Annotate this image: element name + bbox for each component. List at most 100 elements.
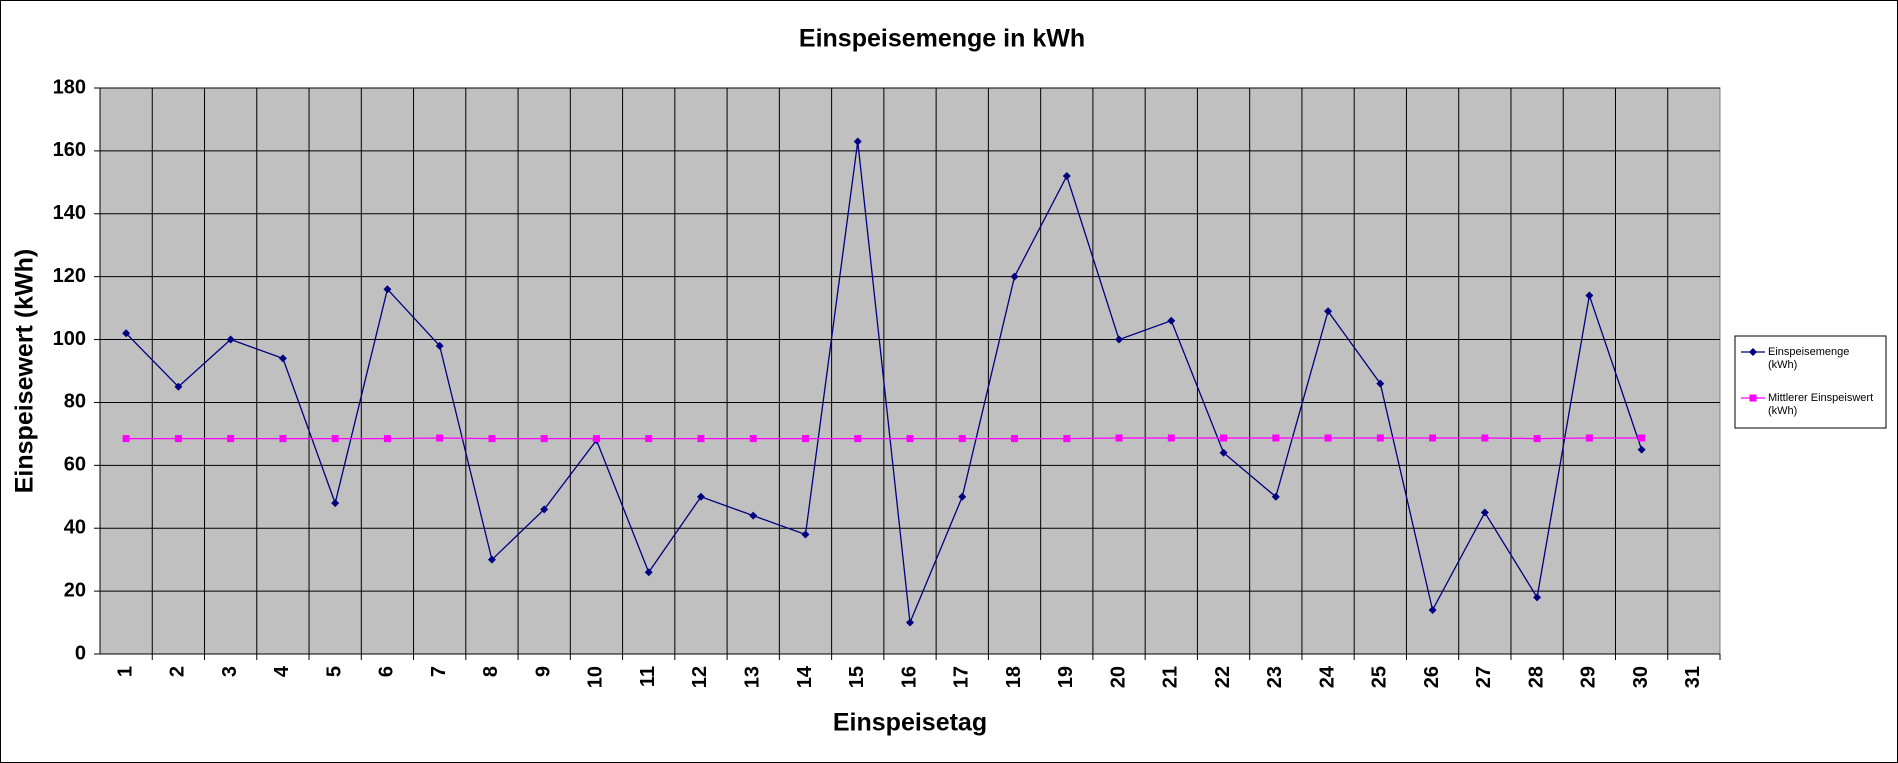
marker-diamond: [644, 568, 653, 577]
x-tick-label: 6: [376, 666, 398, 677]
marker-square: [540, 435, 548, 443]
x-tick-label: 30: [1630, 666, 1652, 688]
marker-square: [801, 435, 809, 443]
marker-square: [1272, 434, 1280, 442]
x-tick-label: 17: [951, 666, 973, 688]
marker-diamond: [278, 354, 287, 363]
marker-diamond: [1167, 316, 1176, 325]
marker-square: [279, 435, 287, 443]
x-tick-label: 3: [219, 666, 241, 677]
x-tick-label: 8: [480, 666, 502, 677]
y-tick-label: 80: [64, 391, 86, 413]
x-tick-label: 15: [846, 666, 868, 688]
marker-diamond: [1585, 291, 1594, 300]
marker-diamond: [853, 137, 862, 146]
x-axis-label: Einspeisetag: [833, 709, 987, 737]
x-tick-label: 20: [1107, 666, 1129, 688]
marker-diamond: [435, 341, 444, 350]
marker-square: [331, 435, 339, 443]
marker-square: [1749, 394, 1757, 402]
marker-diamond: [749, 511, 758, 520]
x-tick-label: 2: [167, 666, 189, 677]
marker-square: [122, 435, 130, 443]
marker-square: [1324, 434, 1332, 442]
marker-diamond: [801, 530, 810, 539]
marker-square: [958, 435, 966, 443]
marker-square: [906, 435, 914, 443]
marker-diamond: [1271, 492, 1280, 501]
marker-square: [697, 435, 705, 443]
marker-diamond: [226, 335, 235, 344]
y-tick-label: 20: [64, 579, 86, 601]
marker-square: [1011, 435, 1019, 443]
marker-diamond: [1062, 172, 1071, 181]
marker-square: [1063, 435, 1071, 443]
marker-diamond: [1637, 445, 1646, 454]
marker-square: [1638, 434, 1646, 442]
series-line: [126, 437, 1642, 440]
marker-diamond: [1219, 448, 1228, 457]
x-tick-label: 22: [1212, 666, 1234, 688]
x-tick-label: 29: [1578, 666, 1600, 688]
y-tick-label: 120: [53, 265, 86, 287]
y-tick-label: 180: [53, 76, 86, 98]
x-tick-label: 27: [1473, 666, 1495, 688]
y-tick-label: 40: [64, 517, 86, 539]
x-tick-label: 9: [532, 666, 554, 677]
x-tick-label: 4: [271, 665, 293, 677]
x-tick-label: 13: [742, 666, 764, 688]
marker-square: [1376, 434, 1384, 442]
plot-area: [99, 87, 1721, 655]
legend-box: [1734, 335, 1887, 429]
x-tick-label: 16: [898, 666, 920, 688]
x-tick-label: 26: [1421, 666, 1443, 688]
x-tick-label: 12: [689, 666, 711, 688]
marker-diamond: [540, 505, 549, 514]
marker-square: [645, 435, 653, 443]
x-tick-label: 19: [1055, 666, 1077, 688]
marker-diamond: [1010, 272, 1019, 281]
marker-square: [1429, 434, 1437, 442]
marker-square: [174, 435, 182, 443]
x-tick-label: 1: [114, 666, 136, 677]
x-tick-label: 31: [1682, 666, 1704, 688]
marker-square: [749, 435, 757, 443]
marker-square: [1481, 434, 1489, 442]
x-tick-label: 5: [323, 666, 345, 677]
x-tick-label: 21: [1160, 666, 1182, 688]
marker-diamond: [487, 555, 496, 564]
marker-diamond: [1376, 379, 1385, 388]
legend-label: Mittlerer Einspeiswert (kWh): [1768, 392, 1873, 417]
marker-diamond: [331, 499, 340, 508]
chart-title: Einspeisemenge in kWh: [799, 25, 1085, 53]
x-tick-label: 7: [428, 666, 450, 677]
marker-diamond: [906, 618, 914, 627]
x-tick-label: 18: [1003, 666, 1025, 688]
series-line: [125, 141, 1643, 623]
marker-square: [1220, 434, 1228, 442]
marker-diamond: [1428, 605, 1437, 614]
marker-diamond: [696, 492, 705, 501]
legend: Einspeisemenge (kWh) Mittlerer Einspeiswer…: [1734, 335, 1887, 429]
marker-square: [854, 435, 862, 443]
marker-diamond: [174, 382, 183, 391]
marker-square: [488, 435, 496, 443]
marker-square: [1115, 434, 1123, 442]
x-tick-label: 25: [1369, 666, 1391, 688]
x-tick-label: 10: [585, 666, 607, 688]
marker-diamond: [383, 285, 392, 294]
y-tick-label: 100: [53, 328, 86, 350]
marker-square: [436, 434, 444, 442]
marker-diamond: [122, 329, 131, 338]
x-tick-label: 14: [794, 665, 816, 688]
x-tick-label: 28: [1525, 666, 1547, 688]
marker-square: [227, 435, 235, 443]
marker-diamond: [1749, 348, 1757, 356]
marker-square: [383, 435, 391, 443]
x-tick-label: 11: [637, 666, 659, 687]
y-axis-label: Einspeisewert (kWh): [11, 249, 39, 494]
marker-diamond: [1480, 508, 1489, 517]
marker-square: [1533, 435, 1541, 443]
y-tick-label: 60: [64, 454, 86, 476]
